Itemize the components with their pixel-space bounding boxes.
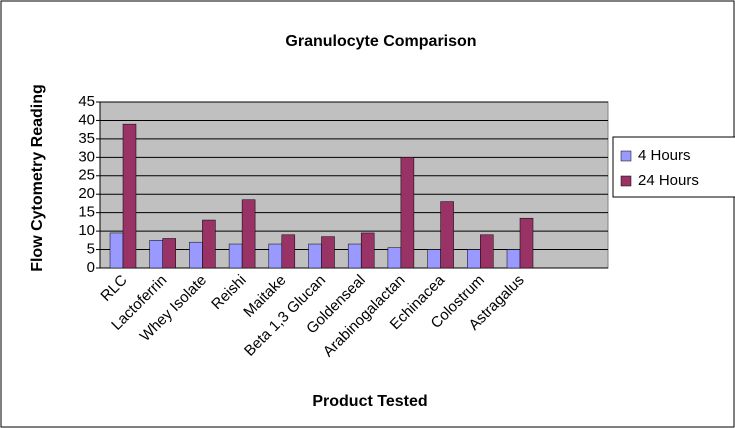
y-tick-label: 25 xyxy=(78,167,95,184)
legend-label: 24 Hours xyxy=(638,172,699,189)
bar xyxy=(360,232,375,269)
y-tick-label: 5 xyxy=(87,241,95,258)
bar xyxy=(162,238,176,269)
bar xyxy=(467,249,481,269)
bar xyxy=(506,249,521,269)
bar xyxy=(109,232,124,269)
bar xyxy=(268,243,283,269)
bar xyxy=(440,201,454,269)
bar xyxy=(400,157,415,269)
legend-label: 4 Hours xyxy=(638,147,691,164)
bar xyxy=(228,243,243,269)
bar xyxy=(347,243,362,269)
y-tick-label: 45 xyxy=(78,93,95,110)
bar xyxy=(427,249,441,269)
bar xyxy=(189,241,203,269)
bar xyxy=(281,234,296,269)
y-tick-label: 10 xyxy=(78,222,95,239)
y-tick-label: 30 xyxy=(78,148,95,165)
x-axis-label: Product Tested xyxy=(312,393,427,410)
bar xyxy=(480,234,494,269)
legend-swatch xyxy=(620,150,632,162)
y-axis-label: Flow Cytometry Reading xyxy=(29,84,46,272)
bar xyxy=(321,236,335,269)
bar xyxy=(241,199,256,269)
y-tick-label: 40 xyxy=(78,111,95,128)
y-tick-label: 35 xyxy=(78,130,95,147)
bar xyxy=(149,240,163,269)
bar xyxy=(122,123,137,269)
y-tick-label: 20 xyxy=(78,185,95,202)
chart-title: Granulocyte Comparison xyxy=(285,33,476,50)
legend-swatch xyxy=(620,175,632,187)
bar xyxy=(202,219,216,269)
y-tick-label: 0 xyxy=(87,259,95,276)
bar xyxy=(308,243,322,269)
bar xyxy=(519,217,534,269)
bar xyxy=(387,247,402,269)
y-tick-label: 15 xyxy=(78,204,95,221)
legend-box xyxy=(612,136,735,198)
